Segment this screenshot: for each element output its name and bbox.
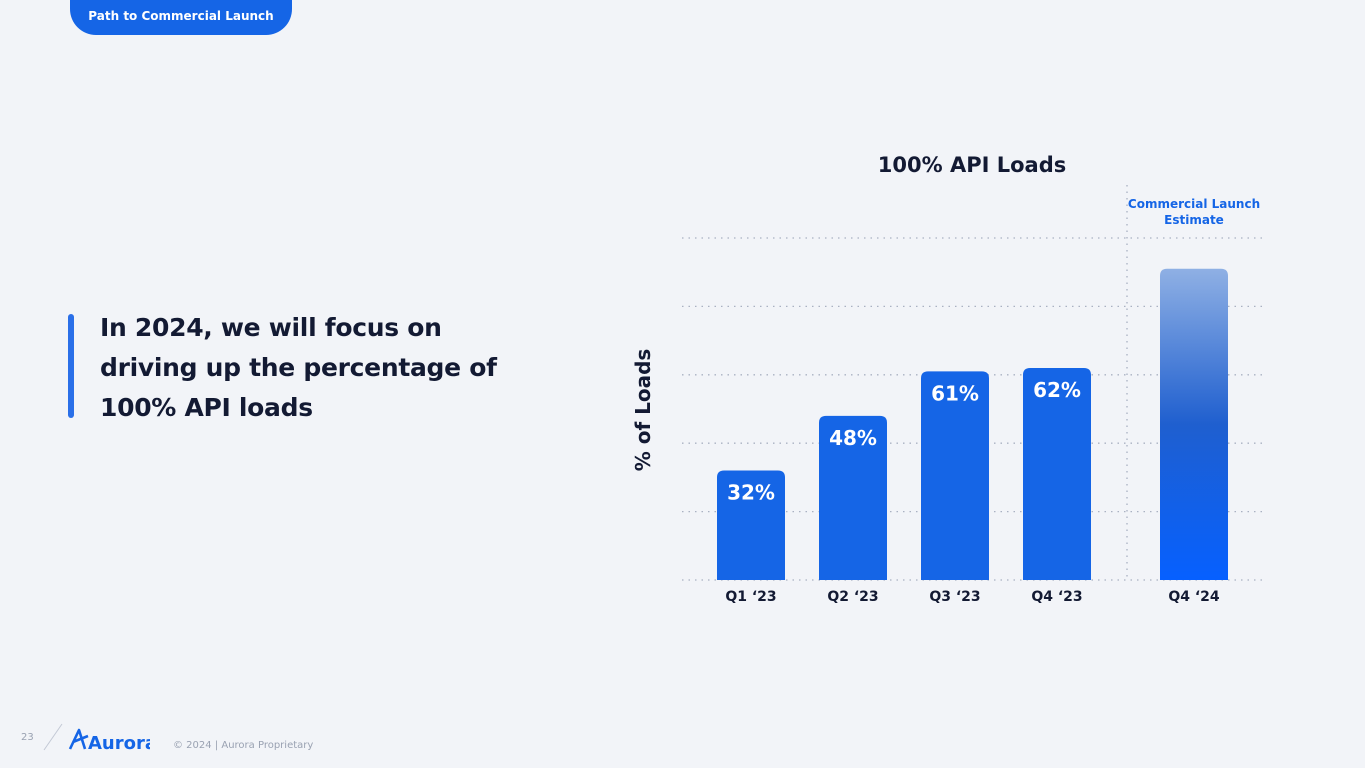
data-label: 61% xyxy=(931,381,979,405)
svg-text:Aurora: Aurora xyxy=(88,733,150,752)
x-tick-label: Q4 ‘23 xyxy=(1031,589,1082,605)
callout-accent-bar xyxy=(68,314,74,418)
chart-title: 100% API Loads xyxy=(878,153,1066,177)
bar xyxy=(921,371,989,580)
x-tick-labels: Q1 ‘23 Q2 ‘23 Q3 ‘23 Q4 ‘23 Q4 ‘24 xyxy=(725,589,1220,605)
x-tick-label: Q3 ‘23 xyxy=(929,589,980,605)
section-tab: Path to Commercial Launch xyxy=(70,0,292,35)
aurora-logo: Aurora xyxy=(68,728,150,752)
x-tick-label: Q4 ‘24 xyxy=(1168,589,1220,605)
data-label: 62% xyxy=(1033,378,1081,402)
data-label: 32% xyxy=(727,481,775,505)
x-tick-label: Q2 ‘23 xyxy=(827,589,878,605)
y-axis-label: % of Loads xyxy=(631,349,655,472)
bar xyxy=(1023,367,1091,580)
bars: 32% 48% 61% 62% xyxy=(717,268,1228,580)
bar xyxy=(819,415,887,580)
callout-text: In 2024, we will focus on driving up the… xyxy=(100,313,497,422)
section-tab-label: Path to Commercial Launch xyxy=(88,9,274,23)
bar-estimate xyxy=(1160,268,1228,580)
commercial-launch-annotation: Commercial Launch Estimate xyxy=(1128,197,1260,227)
x-tick-label: Q1 ‘23 xyxy=(725,589,776,605)
bar-chart: 100% API Loads % of Loads Commercial Lau… xyxy=(631,153,1265,605)
footer-divider xyxy=(43,723,63,751)
copyright: © 2024 | Aurora Proprietary xyxy=(173,740,314,751)
page-number: 23 xyxy=(21,732,34,743)
data-label: 48% xyxy=(829,426,877,450)
bar xyxy=(717,470,785,580)
